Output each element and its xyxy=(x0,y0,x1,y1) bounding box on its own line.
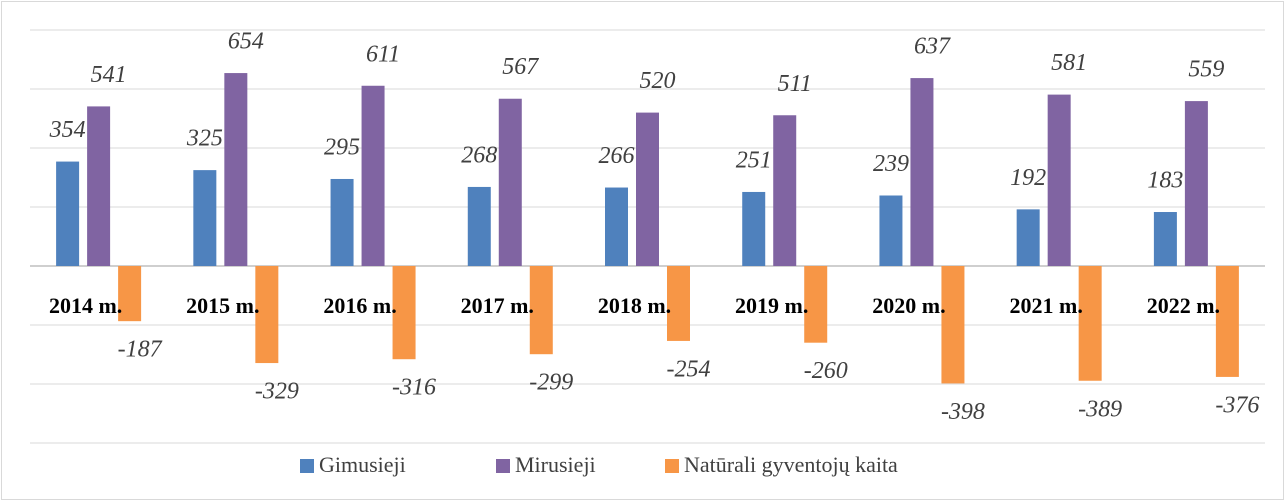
bar xyxy=(529,266,553,355)
legend-swatch xyxy=(300,459,314,473)
data-label: 581 xyxy=(1051,50,1087,76)
data-label: 654 xyxy=(228,29,264,55)
x-tick-label: 2014 m. xyxy=(49,293,122,318)
data-label: 354 xyxy=(49,117,86,143)
x-tick-label: 2017 m. xyxy=(461,293,534,318)
bar xyxy=(392,266,416,360)
bar xyxy=(255,266,279,364)
x-tick-label: 2020 m. xyxy=(872,293,945,318)
data-label: 567 xyxy=(502,54,539,80)
data-label: -254 xyxy=(667,356,711,382)
bar xyxy=(804,266,828,343)
bar xyxy=(1078,266,1102,381)
bar xyxy=(742,191,766,266)
legend-swatch xyxy=(665,459,679,473)
data-label: -389 xyxy=(1078,396,1122,422)
legend-label: Gimusieji xyxy=(319,452,406,477)
data-label: 325 xyxy=(186,126,223,152)
data-label: 559 xyxy=(1188,57,1224,83)
data-label: 520 xyxy=(640,68,676,94)
bar xyxy=(1047,94,1071,266)
legend-label: Natūrali gyventojų kaita xyxy=(684,452,898,477)
bar xyxy=(361,85,385,266)
x-tick-label: 2018 m. xyxy=(598,293,671,318)
data-label: -299 xyxy=(529,370,573,396)
legend-swatch xyxy=(496,459,510,473)
data-label: 192 xyxy=(1010,165,1046,191)
data-label: 183 xyxy=(1147,168,1183,194)
bar xyxy=(467,186,491,266)
legend-label: Mirusieji xyxy=(515,452,596,477)
x-tick-label: 2015 m. xyxy=(186,293,259,318)
data-label: 511 xyxy=(778,71,812,97)
data-label: 239 xyxy=(873,151,909,177)
bar xyxy=(1215,266,1239,377)
data-label: 637 xyxy=(914,34,951,60)
data-label: 295 xyxy=(324,134,360,160)
data-label: 611 xyxy=(366,41,400,67)
bar xyxy=(636,112,659,266)
data-label: -376 xyxy=(1215,392,1259,418)
bar xyxy=(605,187,628,266)
bar xyxy=(1016,209,1040,266)
bar xyxy=(87,106,111,266)
bar xyxy=(224,73,248,266)
bar xyxy=(1184,101,1208,266)
data-label: -187 xyxy=(118,337,163,363)
bar xyxy=(56,161,80,266)
x-tick-label: 2016 m. xyxy=(323,293,396,318)
x-tick-label: 2021 m. xyxy=(1010,293,1083,318)
data-label: -398 xyxy=(941,399,985,425)
bar xyxy=(118,266,142,322)
bar xyxy=(193,170,217,266)
bar xyxy=(941,266,965,384)
bar xyxy=(330,178,354,266)
bar xyxy=(667,266,690,341)
data-label: -329 xyxy=(255,379,299,405)
bar xyxy=(498,98,522,266)
data-label: 251 xyxy=(736,147,772,173)
data-label: -316 xyxy=(392,375,436,401)
bar xyxy=(879,195,903,266)
x-tick-label: 2019 m. xyxy=(735,293,808,318)
bar xyxy=(1153,212,1177,266)
bar xyxy=(910,78,934,267)
bar xyxy=(773,115,797,266)
data-label: 266 xyxy=(599,143,635,169)
x-tick-label: 2022 m. xyxy=(1147,293,1220,318)
data-label: 268 xyxy=(461,142,497,168)
data-label: -260 xyxy=(804,358,848,384)
data-label: 541 xyxy=(91,62,127,88)
